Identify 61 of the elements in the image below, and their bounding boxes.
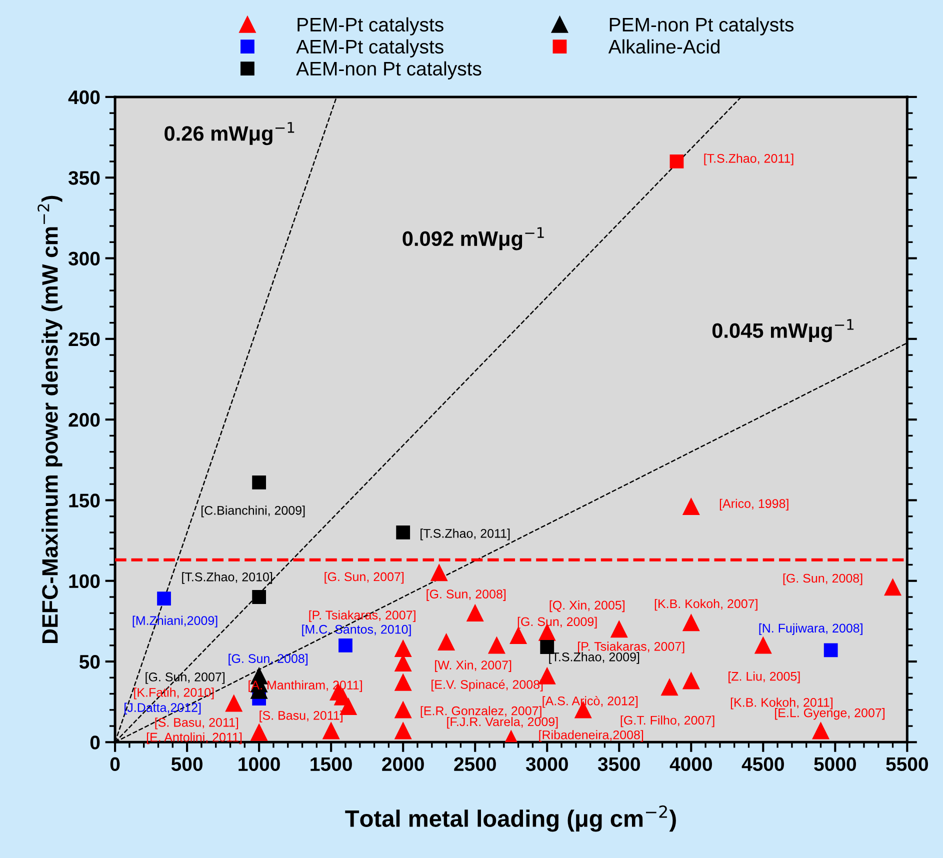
annotation: [G. Sun, 2007] (324, 572, 404, 584)
annotation: [G. Sun, 2008] (228, 654, 308, 666)
legend-label: AEM-non Pt catalysts (296, 61, 482, 80)
annotation: [M.Zhiani,2009] (132, 616, 218, 628)
annotation: [G. Sun, 2007] (146, 672, 224, 684)
y-tick-label: 400 (68, 90, 100, 104)
annotation: [S. Basu, 2011] (260, 710, 342, 722)
annotation: [K.Fatih, 2010] (134, 688, 214, 700)
x-tick-label: 5500 (886, 757, 928, 772)
legend-label: PEM-non Pt catalysts (610, 17, 794, 36)
annotation: [G. Sun, 2008] (783, 573, 862, 586)
annotation: [Arico, 1998] (720, 498, 788, 510)
x-tick-label: 4500 (742, 757, 784, 772)
y-axis-title: DEFC-Maximum power density (mW cm$^{−2}$) (38, 196, 62, 643)
annotation: [T.S.Zhao, 2010] (182, 572, 272, 584)
annotation: [Q. Xin, 2005] (550, 600, 624, 612)
x-tick-label: 500 (171, 757, 202, 772)
annotation: [E.R. Gonzalez, 2007] (420, 706, 542, 718)
annotation: [S. Basu, 2011] (155, 718, 238, 730)
annotation: 0.045 mWμg$^{−1}$ (712, 319, 854, 342)
annotation: [P. Tsiakaras, 2007] (578, 642, 684, 654)
annotation: [K.B. Kokoh, 2007] (654, 598, 758, 611)
annotation: [E.L. Gyenge, 2007] (775, 708, 884, 720)
x-tick-label: 3500 (598, 757, 640, 772)
x-tick-label: 2000 (382, 757, 424, 772)
y-tick-label: 350 (68, 171, 100, 185)
annotation: [T.S.Zhao, 2011] (704, 154, 794, 166)
annotation: [G.T. Filho, 2007] (620, 716, 714, 728)
y-tick-label: 250 (68, 332, 100, 346)
annotation: [G. Sun, 2009] (518, 616, 597, 629)
y-tick-label: 200 (68, 413, 100, 427)
x-tick-label: 3000 (526, 757, 568, 772)
annotation: [T.S.Zhao, 2009] (549, 652, 640, 664)
annotation: [M.C. Santos, 2010] (302, 624, 411, 636)
y-tick-label: 300 (68, 252, 100, 266)
annotation: 0.092 mWμg$^{−1}$ (402, 227, 544, 250)
annotation: [K.B. Kokoh, 2011] (730, 698, 832, 710)
annotation: [G. Sun, 2008] (426, 589, 506, 601)
annotation: [T.S.Zhao, 2011] (420, 528, 510, 540)
annotation: [Ribadeneira,2008] (539, 730, 644, 742)
legend-label: Alkaline-Acid (608, 39, 720, 54)
annotation: [W. Xin, 2007] (435, 660, 512, 672)
y-tick-label: 0 (90, 736, 100, 750)
y-tick-label: 50 (79, 654, 100, 669)
x-tick-label: 4000 (670, 757, 712, 772)
x-axis-title: Total metal loading (μg cm$^{−2}$) (345, 805, 676, 832)
annotation: [F.J.R. Varela, 2009] (447, 716, 558, 729)
x-tick-label: 0 (110, 757, 120, 772)
x-tick-label: 1500 (310, 757, 352, 772)
annotation: 0.26 mWμg$^{−1}$ (164, 122, 294, 146)
legend-label: AEM-Pt catalysts (296, 39, 444, 58)
x-tick-label: 2500 (454, 757, 496, 772)
x-tick-label: 5000 (814, 757, 856, 772)
legend-label: PEM-Pt catalysts (298, 17, 444, 36)
annotation: [N. Fujiwara, 2008] (759, 623, 862, 636)
annotation: [C.Bianchini, 2009] (202, 506, 305, 518)
y-tick-label: 150 (69, 494, 100, 508)
annotation: [Z. Liu, 2005] (728, 672, 800, 684)
x-tick-label: 1000 (238, 757, 280, 772)
annotation: [A.S. Aricò, 2012] (542, 696, 638, 708)
y-tick-label: 100 (69, 574, 100, 588)
